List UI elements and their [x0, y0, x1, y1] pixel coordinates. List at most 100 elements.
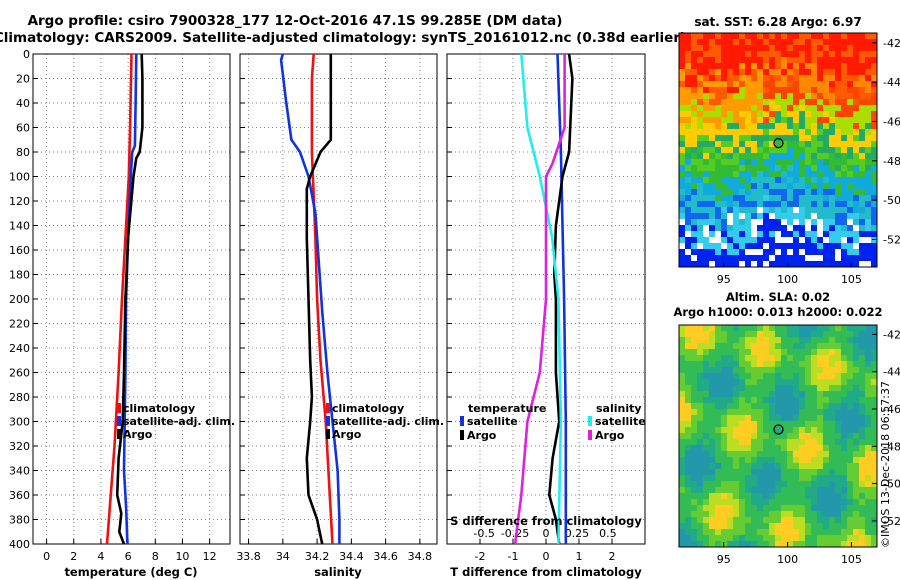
- map-cell: [721, 325, 728, 332]
- map-cell: [727, 349, 734, 356]
- map-cell: [745, 81, 752, 88]
- map-cell: [727, 463, 734, 470]
- map-cell: [781, 385, 788, 392]
- map-cell: [787, 511, 794, 518]
- map-cell: [715, 391, 722, 398]
- map-cell: [703, 141, 710, 148]
- map-cell: [835, 379, 842, 386]
- map-cell: [853, 355, 860, 362]
- legend-swatch: [588, 430, 592, 440]
- map-cell: [775, 385, 782, 392]
- map-cell: [835, 213, 842, 220]
- map-cell: [799, 231, 806, 238]
- map-cell: [805, 421, 812, 428]
- map-cell: [871, 219, 878, 226]
- map-cell: [745, 457, 752, 464]
- map-cell: [727, 75, 734, 82]
- map-cell: [775, 177, 782, 184]
- map-cell: [871, 213, 878, 220]
- map-cell: [847, 171, 854, 178]
- map-cell: [685, 415, 692, 422]
- map-cell: [721, 337, 728, 344]
- map-cell: [709, 33, 716, 40]
- map-cell: [703, 81, 710, 88]
- map-cell: [853, 165, 860, 172]
- map-cell: [781, 367, 788, 374]
- map-cell: [829, 463, 836, 470]
- y-tick-label: 400: [9, 538, 30, 551]
- map-cell: [805, 123, 812, 130]
- map-cell: [853, 45, 860, 52]
- map-cell: [679, 481, 686, 488]
- map-cell: [787, 183, 794, 190]
- map-cell: [805, 105, 812, 112]
- map-cell: [715, 517, 722, 524]
- map-cell: [871, 361, 878, 368]
- map-cell: [841, 361, 848, 368]
- map-cell: [697, 111, 704, 118]
- map-cell: [823, 343, 830, 350]
- map-cell: [715, 463, 722, 470]
- map-cell: [775, 207, 782, 214]
- map-cell: [745, 439, 752, 446]
- map-cell: [799, 487, 806, 494]
- map-cell: [859, 427, 866, 434]
- map-cell: [721, 123, 728, 130]
- map-cell: [691, 201, 698, 208]
- map-cell: [703, 39, 710, 46]
- map-cell: [679, 75, 686, 82]
- map-cell: [769, 403, 776, 410]
- map-cell: [799, 379, 806, 386]
- map-cell: [709, 171, 716, 178]
- map-cell: [787, 373, 794, 380]
- map-cell: [841, 129, 848, 136]
- map-cell: [799, 409, 806, 416]
- map-cell: [799, 541, 806, 548]
- map-cell: [865, 355, 872, 362]
- map-cell: [829, 505, 836, 512]
- map-cell: [853, 195, 860, 202]
- map-cell: [739, 153, 746, 160]
- map-cell: [727, 231, 734, 238]
- map-cell: [715, 541, 722, 548]
- map-cell: [697, 415, 704, 422]
- map-cell: [769, 517, 776, 524]
- map-cell: [685, 535, 692, 542]
- map-cell: [817, 39, 824, 46]
- map-cell: [769, 541, 776, 548]
- map-cell: [709, 457, 716, 464]
- map-cell: [739, 261, 746, 268]
- map-cell: [727, 33, 734, 40]
- map-cell: [691, 33, 698, 40]
- map-cell: [691, 445, 698, 452]
- map-cell: [709, 439, 716, 446]
- map-cell: [829, 189, 836, 196]
- map-cell: [865, 481, 872, 488]
- map-cell: [727, 129, 734, 136]
- map-cell: [685, 463, 692, 470]
- map-cell: [727, 63, 734, 70]
- map-cell: [685, 481, 692, 488]
- map-cell: [721, 391, 728, 398]
- map-cell: [697, 129, 704, 136]
- s-x-tick-label: 0.5: [599, 527, 617, 540]
- map-cell: [805, 39, 812, 46]
- map-cell: [799, 183, 806, 190]
- map-cell: [853, 463, 860, 470]
- map-cell: [793, 451, 800, 458]
- map-cell: [799, 445, 806, 452]
- map-cell: [703, 337, 710, 344]
- map-cell: [787, 439, 794, 446]
- map-cell: [817, 111, 824, 118]
- map-cell: [853, 445, 860, 452]
- map-cell: [763, 463, 770, 470]
- map-cell: [835, 541, 842, 548]
- map-cell: [679, 403, 686, 410]
- map-cell: [691, 63, 698, 70]
- map-cell: [709, 63, 716, 70]
- map-cell: [745, 57, 752, 64]
- map-cell: [775, 433, 782, 440]
- map-cell: [847, 415, 854, 422]
- map-cell: [739, 183, 746, 190]
- map-cell: [847, 487, 854, 494]
